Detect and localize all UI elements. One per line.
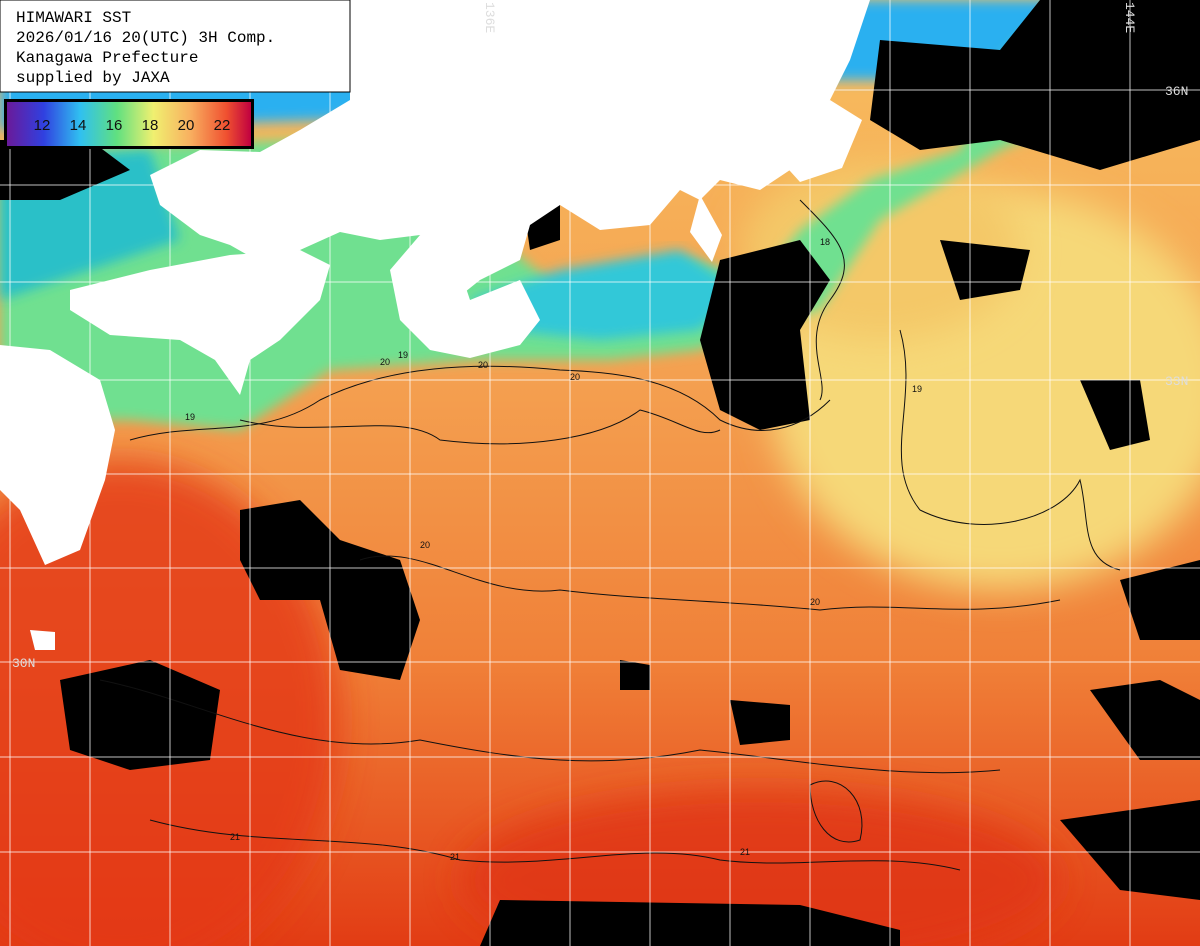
colorbar xyxy=(7,102,251,146)
island xyxy=(30,630,55,650)
izu-peninsula xyxy=(690,195,722,262)
contour-line xyxy=(239,409,721,445)
colorbar-label: 22 xyxy=(214,117,231,134)
colorbar-labels: 12 14 16 18 20 22 xyxy=(34,117,231,134)
cloud xyxy=(730,700,790,745)
cloud xyxy=(1120,560,1200,640)
contour-line xyxy=(99,679,1001,774)
contour-label: 20 xyxy=(420,540,430,550)
contours xyxy=(99,199,1121,871)
shikoku xyxy=(70,250,330,395)
latitude-label: 36N xyxy=(1165,84,1188,99)
header-line: HIMAWARI SST xyxy=(16,9,131,27)
contour-line xyxy=(149,819,961,871)
header-box xyxy=(0,0,351,93)
contour-label: 20 xyxy=(570,372,580,382)
cloud xyxy=(620,660,650,690)
longitude-label: 144E xyxy=(1122,2,1137,33)
cloud xyxy=(1080,380,1150,450)
header-line: supplied by JAXA xyxy=(16,69,170,87)
kyushu xyxy=(0,345,115,565)
kii-peninsula xyxy=(390,235,540,358)
cloud xyxy=(940,240,1030,300)
contour-label: 21 xyxy=(230,832,240,842)
contour-line xyxy=(359,555,1061,611)
coastal-water xyxy=(0,0,1200,430)
colorbar-label: 14 xyxy=(70,117,87,134)
cloud xyxy=(700,240,830,430)
cloud xyxy=(60,660,220,770)
contour-label: 21 xyxy=(740,847,750,857)
header-line: 2026/01/16 20(UTC) 3H Comp. xyxy=(16,29,275,47)
contour-labels: 18 19 19 20 20 20 20 20 21 21 21 19 xyxy=(185,237,922,862)
contour-label: 20 xyxy=(810,597,820,607)
contour-label: 20 xyxy=(478,360,488,370)
contour-label: 18 xyxy=(820,237,830,247)
colorbar-label: 16 xyxy=(106,117,123,134)
cloud xyxy=(1090,680,1200,760)
contour-line xyxy=(899,329,1121,571)
boso-peninsula xyxy=(780,100,862,182)
colorbar-label: 20 xyxy=(178,117,195,134)
header-line: Kanagawa Prefecture xyxy=(16,49,198,67)
contour-line xyxy=(799,199,845,401)
longitude-label: 136E xyxy=(482,2,497,33)
latitude-label: 33N xyxy=(1165,374,1188,389)
colorbar-label: 12 xyxy=(34,117,51,134)
contour-label: 19 xyxy=(912,384,922,394)
contour-label: 20 xyxy=(380,357,390,367)
cloud xyxy=(870,0,1200,170)
contour-line xyxy=(809,780,863,843)
contour-label: 21 xyxy=(450,852,460,862)
cloud xyxy=(480,900,900,946)
contour-label: 19 xyxy=(185,412,195,422)
header: HIMAWARI SST 2026/01/16 20(UTC) 3H Comp. K… xyxy=(16,9,275,87)
latitude-label: 30N xyxy=(12,656,35,671)
contour-label: 19 xyxy=(398,350,408,360)
colorbar-label: 18 xyxy=(142,117,159,134)
